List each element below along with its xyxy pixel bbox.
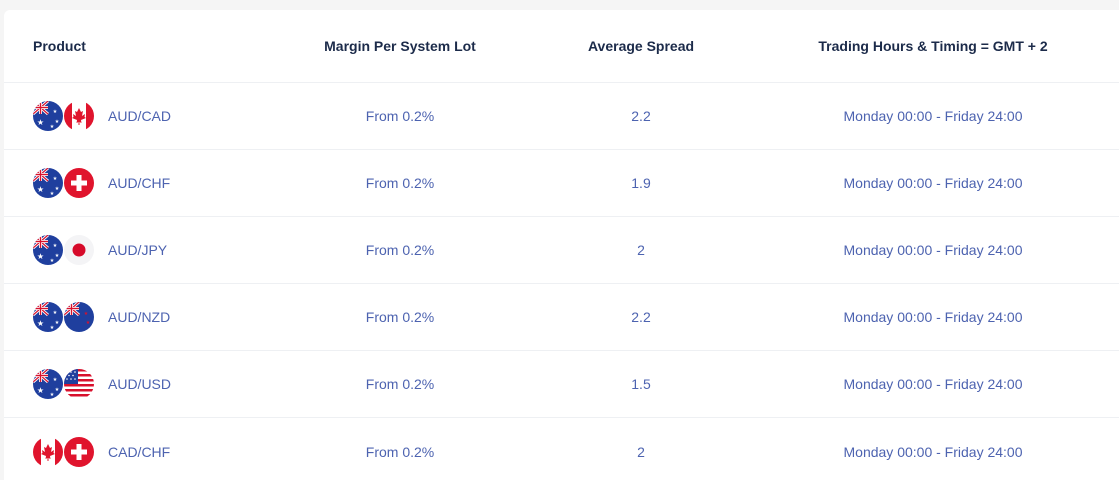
japan-flag-icon (64, 235, 94, 265)
flag-pair: ★ ★ ★ ★ (33, 168, 95, 198)
margin-cell: From 0.2% (365, 443, 435, 460)
margin-cell: From 0.2% (365, 309, 435, 325)
svg-text:★: ★ (50, 258, 55, 264)
usa-flag-icon (64, 369, 94, 399)
table-row: ★ ★ ★ ★ AUD/JPY From 0.2% 2 Monday 00:00 - … (4, 217, 1119, 284)
table-row: ★ ★ ★ ★ AUD/USD From 0.2% 1.5 Monday 00:00 … (4, 351, 1119, 418)
svg-text:★: ★ (50, 392, 55, 398)
svg-text:★: ★ (50, 124, 55, 130)
australia-flag-icon: ★ ★ ★ ★ (33, 168, 63, 198)
margin-cell: From 0.2% (365, 108, 435, 124)
margin-cell: From 0.2% (365, 376, 435, 392)
svg-text:★: ★ (50, 191, 55, 197)
svg-text:★: ★ (53, 243, 58, 249)
hours-cell: Monday 00:00 - Friday 24:00 (843, 175, 1023, 191)
spread-cell: 2 (637, 242, 645, 258)
switzerland-flag-icon (64, 168, 94, 198)
margin-cell: From 0.2% (365, 175, 435, 191)
spread-cell: 2.2 (631, 309, 651, 325)
australia-flag-icon: ★ ★ ★ ★ (33, 302, 63, 332)
svg-text:★: ★ (50, 325, 55, 331)
column-header-hours: Trading Hours & Timing = GMT + 2 (818, 38, 1048, 54)
flag-pair: ★ ★ ★ ★ ★ ★ (33, 302, 95, 332)
svg-text:★: ★ (53, 377, 58, 383)
svg-text:★: ★ (53, 109, 58, 115)
canada-flag-icon (64, 101, 94, 131)
svg-text:★: ★ (53, 310, 58, 316)
svg-text:★: ★ (53, 176, 58, 182)
spread-cell: 2.2 (631, 108, 651, 124)
product-name[interactable]: AUD/NZD (108, 309, 171, 325)
svg-text:★: ★ (37, 319, 44, 328)
spread-cell: 1.9 (631, 175, 651, 191)
margin-cell: From 0.2% (365, 242, 435, 258)
new-zealand-flag-icon: ★ ★ (64, 302, 94, 332)
product-name[interactable]: AUD/CHF (108, 175, 171, 191)
table-row: ★ ★ ★ ★ AUD/CAD From 0.2% 2.2 Monday 00:00 … (4, 83, 1119, 150)
australia-flag-icon: ★ ★ ★ ★ (33, 235, 63, 265)
svg-text:★: ★ (84, 311, 89, 317)
svg-text:★: ★ (55, 320, 60, 326)
product-name[interactable]: AUD/CAD (108, 108, 172, 124)
canada-flag-icon (33, 436, 63, 467)
flag-pair: ★ ★ ★ ★ (33, 101, 95, 131)
australia-flag-icon: ★ ★ ★ ★ (33, 369, 63, 399)
column-header-spread: Average Spread (587, 38, 695, 54)
svg-text:★: ★ (55, 186, 60, 192)
product-cell: ★ ★ ★ ★ AUD/CHF (33, 150, 273, 216)
product-name[interactable]: CAD/CHF (108, 443, 171, 460)
product-cell: CAD/CHF (33, 418, 273, 480)
hours-cell: Monday 00:00 - Friday 24:00 (843, 443, 1023, 460)
hours-cell: Monday 00:00 - Friday 24:00 (843, 309, 1023, 325)
table-row: ★ ★ ★ ★ ★ ★ AUD/NZD From 0.2% 2.2 Monday 00:… (4, 284, 1119, 351)
hours-cell: Monday 00:00 - Friday 24:00 (843, 108, 1023, 124)
spread-cell: 2 (637, 443, 645, 460)
table-row: ★ ★ ★ ★ AUD/CHF From 0.2% 1.9 Monday 00:00 … (4, 150, 1119, 217)
product-cell: ★ ★ ★ ★ ★ ★ AUD/NZD (33, 284, 273, 350)
column-header-product: Product (33, 38, 86, 54)
product-cell: ★ ★ ★ ★ AUD/JPY (33, 217, 273, 283)
product-name[interactable]: AUD/JPY (108, 242, 168, 258)
svg-text:★: ★ (37, 386, 44, 395)
australia-flag-icon: ★ ★ ★ ★ (33, 101, 63, 131)
flag-pair: ★ ★ ★ ★ (33, 369, 95, 399)
table-row: CAD/CHF From 0.2% 2 Monday 00:00 - Frida… (4, 418, 1119, 480)
switzerland-flag-icon (64, 436, 94, 467)
hours-cell: Monday 00:00 - Friday 24:00 (843, 242, 1023, 258)
svg-text:★: ★ (37, 118, 44, 127)
svg-text:★: ★ (55, 387, 60, 393)
svg-text:★: ★ (55, 119, 60, 125)
spread-cell: 1.5 (631, 376, 651, 392)
svg-text:★: ★ (55, 253, 60, 259)
flag-pair (33, 436, 95, 467)
svg-text:★: ★ (37, 185, 44, 194)
product-name[interactable]: AUD/USD (108, 376, 172, 392)
flag-pair: ★ ★ ★ ★ (33, 235, 95, 265)
table-header: Product Margin Per System Lot Average Sp… (4, 10, 1119, 83)
product-cell: ★ ★ ★ ★ AUD/USD (33, 351, 273, 417)
product-cell: ★ ★ ★ ★ AUD/CAD (33, 83, 273, 149)
svg-text:★: ★ (37, 252, 44, 261)
svg-text:★: ★ (86, 320, 91, 326)
instruments-table: Product Margin Per System Lot Average Sp… (4, 10, 1119, 480)
hours-cell: Monday 00:00 - Friday 24:00 (843, 376, 1023, 392)
column-header-margin: Margin Per System Lot (324, 38, 476, 54)
